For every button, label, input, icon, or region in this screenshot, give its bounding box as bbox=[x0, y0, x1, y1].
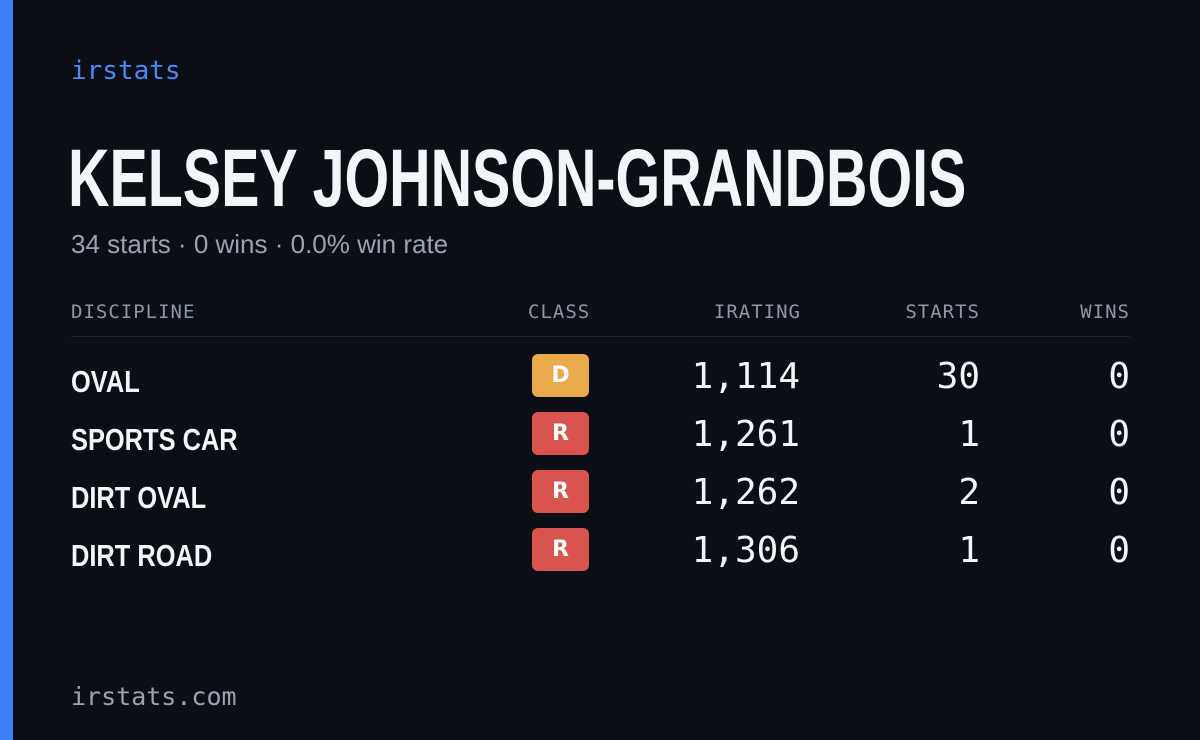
starts-value: 30 bbox=[936, 356, 980, 397]
wins-value: 0 bbox=[1108, 414, 1130, 455]
irating-value: 1,262 bbox=[691, 472, 800, 513]
header-starts: STARTS bbox=[905, 301, 980, 323]
discipline-label: OVAL bbox=[71, 364, 140, 399]
brand-logo-text: irstats bbox=[71, 56, 181, 86]
class-badge: R bbox=[532, 412, 589, 455]
discipline-label: DIRT OVAL bbox=[71, 480, 207, 515]
header-divider bbox=[71, 336, 1130, 337]
header-class: CLASS bbox=[528, 301, 591, 323]
starts-value: 1 bbox=[958, 414, 980, 455]
footer-url: irstats.com bbox=[71, 682, 237, 711]
discipline-label: SPORTS CAR bbox=[71, 422, 238, 457]
irating-value: 1,306 bbox=[691, 530, 800, 571]
class-badge: D bbox=[532, 354, 589, 397]
wins-value: 0 bbox=[1108, 530, 1130, 571]
header-discipline: DISCIPLINE bbox=[71, 301, 196, 323]
irating-value: 1,261 bbox=[691, 414, 800, 455]
driver-name: KELSEY JOHNSON-GRANDBOIS bbox=[68, 133, 967, 224]
wins-value: 0 bbox=[1108, 356, 1130, 397]
wins-value: 0 bbox=[1108, 472, 1130, 513]
irating-value: 1,114 bbox=[691, 356, 800, 397]
class-badge: R bbox=[532, 470, 589, 513]
driver-summary: 34 starts · 0 wins · 0.0% win rate bbox=[71, 229, 449, 259]
accent-bar bbox=[0, 0, 13, 740]
class-badge: R bbox=[532, 528, 589, 571]
header-wins: WINS bbox=[1080, 301, 1130, 323]
table-row: DIRT ROAD R 1,306 1 0 bbox=[0, 528, 1200, 584]
header-irating: IRATING bbox=[713, 301, 801, 323]
discipline-label: DIRT ROAD bbox=[71, 538, 213, 573]
starts-value: 1 bbox=[958, 530, 980, 571]
table-row: SPORTS CAR R 1,261 1 0 bbox=[0, 412, 1200, 468]
table-row: OVAL D 1,114 30 0 bbox=[0, 354, 1200, 410]
table-row: DIRT OVAL R 1,262 2 0 bbox=[0, 470, 1200, 526]
starts-value: 2 bbox=[958, 472, 980, 513]
